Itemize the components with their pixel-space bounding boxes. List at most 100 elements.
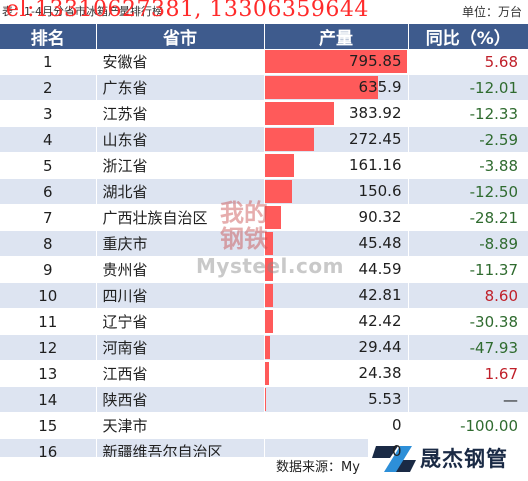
production-data-bar	[264, 128, 314, 151]
header-province: 省市	[96, 24, 265, 49]
production-cell: 24.38	[264, 360, 409, 387]
yoy-cell: 8.60	[408, 282, 528, 309]
table-header-row: 排名 省市 产量 同比（%）	[0, 24, 528, 49]
table-row: 9 贵州省 44.59 -11.37	[0, 256, 528, 283]
province-cell: 天津市	[96, 412, 265, 439]
production-value: 29.44	[358, 338, 402, 356]
rank-cell: 12	[0, 334, 97, 361]
province-cell: 安徽省	[96, 49, 265, 75]
table-row: 14 陕西省 5.53 —	[0, 386, 528, 413]
yoy-cell: -11.37	[408, 256, 528, 283]
header-yoy: 同比（%）	[408, 24, 528, 49]
production-value: 795.85	[349, 52, 402, 70]
table-row: 13 江西省 24.38 1.67	[0, 360, 528, 387]
rank-cell: 3	[0, 100, 97, 127]
production-value: 42.81	[358, 286, 402, 304]
yoy-cell: -30.38	[408, 308, 528, 335]
production-value: 24.38	[358, 364, 402, 382]
rank-cell: 13	[0, 360, 97, 387]
yoy-cell: -12.50	[408, 178, 528, 205]
yoy-cell: -28.21	[408, 204, 528, 231]
table-row: 1 安徽省 795.85 5.68	[0, 49, 528, 75]
table-row: 2 广东省 635.9 -12.01	[0, 74, 528, 101]
production-data-bar	[264, 180, 292, 203]
table-row: 12 河南省 29.44 -47.93	[0, 334, 528, 361]
production-cell: 5.53	[264, 386, 409, 413]
production-data-bar	[264, 388, 266, 411]
table-caption: 表：1-4月分省市冰箱产量排行榜 单位：万台 el:13310627381, 1…	[0, 0, 528, 24]
logo-mark-icon	[372, 442, 416, 476]
table-row: 3 江苏省 383.92 -12.33	[0, 100, 528, 127]
rank-cell: 11	[0, 308, 97, 335]
production-cell: 635.9	[264, 74, 409, 101]
rank-cell: 7	[0, 204, 97, 231]
yoy-cell: 1.67	[408, 360, 528, 387]
production-data-bar	[264, 310, 273, 333]
rank-cell: 16	[0, 438, 97, 465]
province-cell: 广东省	[96, 74, 265, 101]
production-cell: 29.44	[264, 334, 409, 361]
table-row: 10 四川省 42.81 8.60	[0, 282, 528, 309]
production-value: 0	[391, 416, 402, 434]
production-data-bar	[264, 336, 270, 359]
table-row: 8 重庆市 45.48 -8.89	[0, 230, 528, 257]
production-value: 45.48	[358, 234, 402, 252]
logo-brand-name: 晟杰钢管	[420, 447, 508, 471]
yoy-cell: -100.00	[408, 412, 528, 439]
rank-cell: 1	[0, 49, 97, 75]
production-cell: 42.42	[264, 308, 409, 335]
province-cell: 江苏省	[96, 100, 265, 127]
header-rank: 排名	[0, 24, 97, 49]
production-data-bar	[264, 102, 334, 125]
yoy-cell: -47.93	[408, 334, 528, 361]
production-value: 383.92	[349, 104, 402, 122]
province-cell: 贵州省	[96, 256, 265, 283]
rank-cell: 6	[0, 178, 97, 205]
yoy-cell: -8.89	[408, 230, 528, 257]
production-cell: 45.48	[264, 230, 409, 257]
production-value: 150.6	[358, 182, 402, 200]
production-value: 272.45	[349, 130, 402, 148]
data-source-label: 数据来源：My	[276, 460, 360, 475]
rank-cell: 15	[0, 412, 97, 439]
unit-label: 单位：万台	[461, 5, 522, 19]
production-data-bar	[264, 76, 378, 99]
production-value: 0	[391, 442, 402, 460]
production-data-bar	[264, 154, 294, 177]
production-data-bar	[264, 232, 273, 255]
production-cell: 272.45	[264, 126, 409, 153]
province-cell: 湖北省	[96, 178, 265, 205]
province-cell: 山东省	[96, 126, 265, 153]
production-cell: 90.32	[264, 204, 409, 231]
production-data-bar	[264, 50, 407, 73]
production-cell: 44.59	[264, 256, 409, 283]
province-cell: 广西壮族自治区	[96, 204, 265, 231]
table-row: 11 辽宁省 42.42 -30.38	[0, 308, 528, 335]
rank-cell: 2	[0, 74, 97, 101]
table-row: 5 浙江省 161.16 -3.88	[0, 152, 528, 179]
rank-cell: 14	[0, 386, 97, 413]
table-body: 1 安徽省 795.85 5.68 2 广东省 635.9 -12.01 3 江苏省 383.92-…	[0, 49, 528, 465]
yoy-cell: -12.01	[408, 74, 528, 101]
production-data-bar	[264, 284, 273, 307]
province-cell: 浙江省	[96, 152, 265, 179]
contact-overlay-text: el:13310627381, 13306359644	[6, 0, 369, 22]
table-row: 15 天津市 0 -100.00	[0, 412, 528, 439]
production-value: 635.9	[358, 78, 402, 96]
production-cell: 795.85	[264, 49, 409, 75]
yoy-cell: —	[408, 386, 528, 413]
production-value: 5.53	[368, 390, 402, 408]
rank-cell: 8	[0, 230, 97, 257]
province-cell: 重庆市	[96, 230, 265, 257]
yoy-cell: -3.88	[408, 152, 528, 179]
rank-cell: 10	[0, 282, 97, 309]
rank-cell: 9	[0, 256, 97, 283]
header-production: 产量	[264, 24, 409, 49]
province-cell: 辽宁省	[96, 308, 265, 335]
table-row: 7 广西壮族自治区 90.32 -28.21	[0, 204, 528, 231]
yoy-cell: -12.33	[408, 100, 528, 127]
production-value: 42.42	[358, 312, 402, 330]
rank-cell: 5	[0, 152, 97, 179]
production-cell: 383.92	[264, 100, 409, 127]
province-cell: 江西省	[96, 360, 265, 387]
